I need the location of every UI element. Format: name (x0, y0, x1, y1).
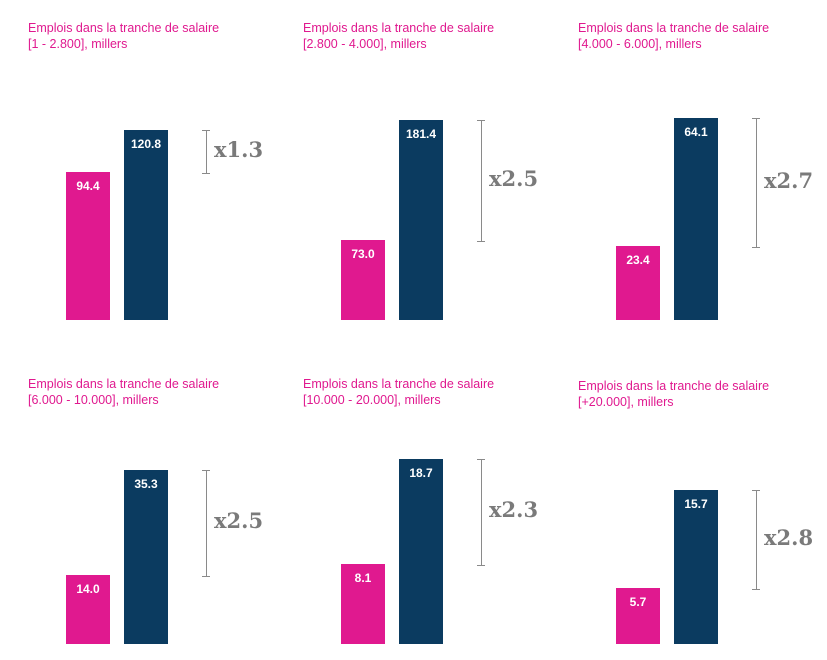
multiplier-bracket (477, 120, 485, 242)
multiplier-label: x2.5 (489, 165, 539, 191)
chart-panel-1: Emplois dans la tranche de salaire [1 - 2… (28, 20, 288, 320)
chart-panel-2: Emplois dans la tranche de salaire [2.800… (303, 20, 563, 320)
multiplier-bracket (752, 490, 760, 591)
chart-panel-6: Emplois dans la tranche de salaire [+20.0… (578, 378, 827, 644)
bar-value-label: 181.4 (405, 127, 437, 141)
bar-value-label: 120.8 (130, 137, 162, 151)
chart-title: Emplois dans la tranche de salaire [2.800… (303, 20, 553, 52)
chart-title-line-1: Emplois dans la tranche de salaire (578, 21, 770, 35)
bar-series-a (66, 574, 110, 644)
multiplier-label: x2.7 (764, 168, 814, 194)
chart-title: Emplois dans la tranche de salaire [6.000… (28, 376, 278, 408)
bar-value-label: 8.1 (354, 570, 372, 585)
chart-title: Emplois dans la tranche de salaire [10.00… (303, 376, 553, 408)
bar-value-label: 73.0 (351, 246, 375, 261)
multiplier-label: x2.5 (214, 508, 264, 534)
bar-series-b (674, 118, 718, 320)
chart-title-line-2: [4.000 - 6.000], millers (578, 37, 702, 51)
multiplier-label: x1.3 (214, 136, 264, 162)
multiplier-bracket (202, 470, 210, 577)
bar-value-label: 18.7 (409, 466, 433, 480)
chart-title-line-2: [+20.000], millers (578, 395, 674, 409)
bar-value-label: 94.4 (76, 178, 100, 193)
bar-series-a (616, 588, 660, 644)
chart-panel-4: Emplois dans la tranche de salaire [6.000… (28, 376, 288, 644)
multiplier-bracket (477, 459, 485, 566)
bar-series-b (124, 470, 168, 644)
chart-title-line-1: Emplois dans la tranche de salaire (303, 21, 495, 35)
chart-title-line-2: [10.000 - 20.000], millers (303, 393, 441, 407)
bar-value-label: 15.7 (684, 497, 708, 511)
chart-title-line-2: [1 - 2.800], millers (28, 37, 128, 51)
bar-value-label: 23.4 (626, 253, 650, 268)
multiplier-bracket (202, 130, 210, 174)
chart-title: Emplois dans la tranche de salaire [+20.0… (578, 378, 827, 410)
multiplier-label: x2.3 (489, 497, 539, 523)
bar-series-b (124, 130, 168, 320)
chart-title-line-1: Emplois dans la tranche de salaire (578, 379, 770, 393)
bar-value-label: 5.7 (629, 595, 647, 610)
bar-series-a (341, 563, 385, 644)
bar-series-a (616, 246, 660, 320)
bar-series-b (399, 120, 443, 320)
chart-title-line-1: Emplois dans la tranche de salaire (28, 377, 220, 391)
bar-series-b (674, 490, 718, 644)
chart-panel-3: Emplois dans la tranche de salaire [4.000… (578, 20, 827, 320)
bar-series-b (399, 459, 443, 644)
chart-title-line-2: [2.800 - 4.000], millers (303, 37, 427, 51)
bar-series-a (341, 239, 385, 320)
multiplier-bracket (752, 118, 760, 249)
bar-series-a (66, 171, 110, 320)
bar-value-label: 14.0 (76, 581, 100, 596)
chart-title-line-1: Emplois dans la tranche de salaire (28, 21, 220, 35)
chart-title-line-1: Emplois dans la tranche de salaire (303, 377, 495, 391)
multiplier-label: x2.8 (764, 525, 814, 551)
chart-title-line-2: [6.000 - 10.000], millers (28, 393, 159, 407)
chart-title: Emplois dans la tranche de salaire [4.000… (578, 20, 827, 52)
bar-value-label: 35.3 (134, 477, 158, 491)
chart-panel-5: Emplois dans la tranche de salaire [10.00… (303, 376, 563, 644)
bar-value-label: 64.1 (684, 125, 708, 139)
chart-title: Emplois dans la tranche de salaire [1 - 2… (28, 20, 278, 52)
